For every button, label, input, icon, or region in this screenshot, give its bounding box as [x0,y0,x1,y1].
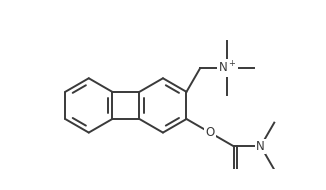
Text: N: N [256,140,265,153]
Text: N$^+$: N$^+$ [218,61,236,76]
Text: O: O [205,126,215,139]
